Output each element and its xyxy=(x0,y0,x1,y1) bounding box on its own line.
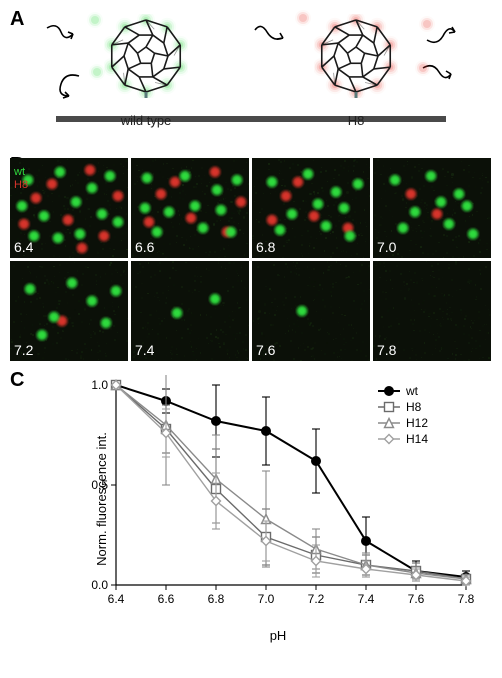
micrograph-legend: wtH8 xyxy=(14,166,28,191)
svg-text:7.4: 7.4 xyxy=(358,592,375,606)
svg-text:6.6: 6.6 xyxy=(158,592,175,606)
micrograph: 6.6 xyxy=(131,158,249,258)
cage-wt-group: wild type xyxy=(71,14,221,124)
svg-text:H14: H14 xyxy=(406,432,428,446)
cage-wt xyxy=(104,14,188,98)
micrograph: 7.2 xyxy=(10,261,128,361)
micrograph: 7.8 xyxy=(373,261,491,361)
panel-b: B 6.4wtH86.66.87.07.27.47.67.8 xyxy=(10,158,492,361)
micrograph-grid: 6.4 wtH8 6.6 6.8 7.0 7.2 7.4 7.6 7.8 xyxy=(10,158,492,361)
ph-label: 7.2 xyxy=(14,342,33,358)
panel-a: A wild type H8 xyxy=(10,8,492,138)
svg-text:7.8: 7.8 xyxy=(458,592,475,606)
svg-text:7.2: 7.2 xyxy=(308,592,325,606)
micrograph: 7.4 xyxy=(131,261,249,361)
ph-label: 7.8 xyxy=(377,342,396,358)
svg-text:1.0: 1.0 xyxy=(91,378,108,392)
micrograph: 7.0 xyxy=(373,158,491,258)
y-axis-label: Norm. fluorescence int. xyxy=(94,432,109,566)
arrow-icon xyxy=(45,70,87,104)
figure: A wild type H8 B 6.4 xyxy=(0,0,502,639)
cage-h8-group: H8 xyxy=(281,14,431,124)
ph-label: 6.8 xyxy=(256,239,275,255)
micrograph: 7.6 xyxy=(252,261,370,361)
svg-text:wt: wt xyxy=(405,384,419,398)
svg-text:6.8: 6.8 xyxy=(208,592,225,606)
panel-a-label: A xyxy=(10,8,24,31)
x-axis-label: pH xyxy=(270,628,287,643)
svg-text:6.4: 6.4 xyxy=(108,592,125,606)
svg-text:H12: H12 xyxy=(406,416,428,430)
chart-svg: 6.46.66.87.07.27.47.67.80.00.51.0wtH8H12… xyxy=(78,375,478,623)
svg-text:7.0: 7.0 xyxy=(258,592,275,606)
arrow-icon xyxy=(251,18,291,44)
line-chart: 6.46.66.87.07.27.47.67.80.00.51.0wtH8H12… xyxy=(78,375,478,623)
wt-label: wild type xyxy=(71,113,221,128)
ph-label: 6.6 xyxy=(135,239,154,255)
fullerene-icon xyxy=(314,14,398,98)
ph-label: 7.4 xyxy=(135,342,154,358)
micrograph: 6.4 wtH8 xyxy=(10,158,128,258)
ph-label: 6.4 xyxy=(14,239,33,255)
schematic: wild type H8 xyxy=(10,8,492,124)
panel-c-label: C xyxy=(10,369,24,392)
fullerene-icon xyxy=(104,14,188,98)
svg-text:7.6: 7.6 xyxy=(408,592,425,606)
cage-h8 xyxy=(314,14,398,98)
panel-c: C 6.46.66.87.07.27.47.67.80.00.51.0wtH8H… xyxy=(10,369,492,629)
ph-label: 7.0 xyxy=(377,239,396,255)
svg-text:0.0: 0.0 xyxy=(91,578,108,592)
svg-text:H8: H8 xyxy=(406,400,422,414)
h8-label: H8 xyxy=(281,113,431,128)
ph-label: 7.6 xyxy=(256,342,275,358)
micrograph: 6.8 xyxy=(252,158,370,258)
arrow-icon xyxy=(43,20,79,50)
